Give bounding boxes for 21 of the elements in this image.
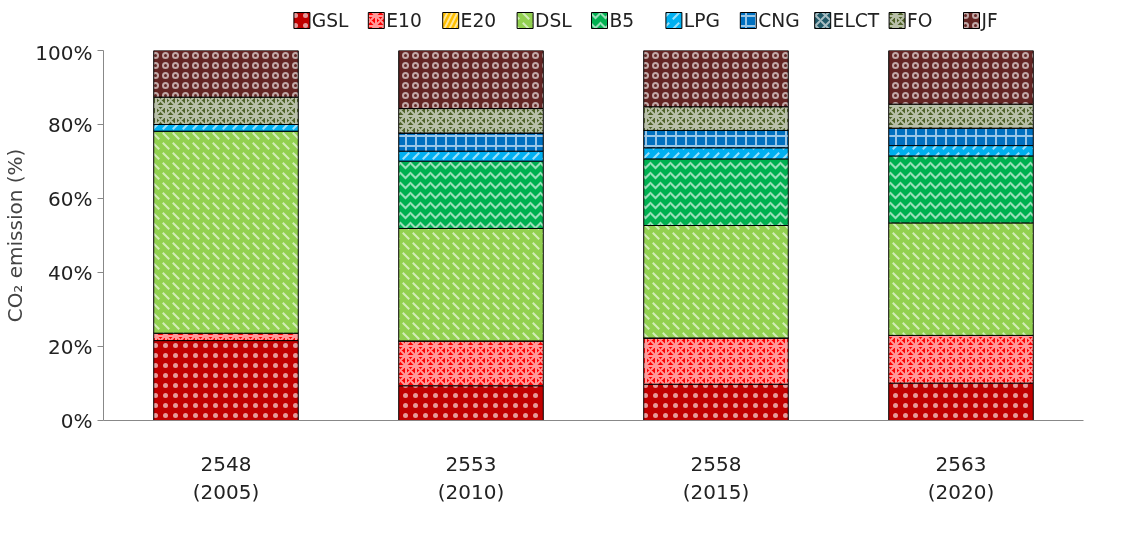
y-tick-label: 20%: [48, 334, 93, 359]
y-tick-label: 60%: [48, 186, 93, 211]
x-tick-label: 2548 (2005): [192, 451, 260, 505]
legend-label: E10: [386, 10, 422, 31]
x-tick-label: 2558 (2015): [682, 451, 750, 505]
legend-label: LPG: [683, 10, 720, 31]
x-tick-label: 2563 (2020): [927, 451, 995, 505]
legend-label: FO: [907, 10, 933, 31]
legend-label: ELCT: [832, 10, 880, 31]
y-tick-label: 100%: [35, 40, 93, 65]
legend-label: B5: [609, 10, 635, 31]
legend-label: E20: [460, 10, 497, 31]
legend-label: CNG: [758, 10, 800, 31]
y-tick-label: 0%: [60, 408, 93, 433]
y-axis-title: CO₂ emission (%): [3, 148, 28, 323]
x-tick-label: 2553 (2010): [437, 451, 505, 505]
y-tick-label: 80%: [48, 112, 93, 137]
legend-label: GSL: [311, 10, 350, 31]
legend-label: DSL: [535, 10, 573, 31]
y-tick-label: 40%: [48, 260, 93, 285]
legend-label: JF: [980, 10, 998, 31]
